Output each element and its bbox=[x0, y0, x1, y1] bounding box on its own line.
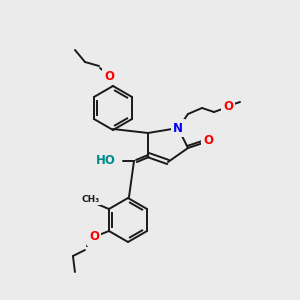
Text: HO: HO bbox=[96, 154, 116, 167]
Text: O: O bbox=[104, 70, 114, 83]
Text: O: O bbox=[223, 100, 233, 112]
Text: O: O bbox=[89, 230, 99, 244]
Text: N: N bbox=[173, 122, 183, 134]
Text: O: O bbox=[203, 134, 213, 148]
Text: CH₃: CH₃ bbox=[82, 194, 100, 203]
